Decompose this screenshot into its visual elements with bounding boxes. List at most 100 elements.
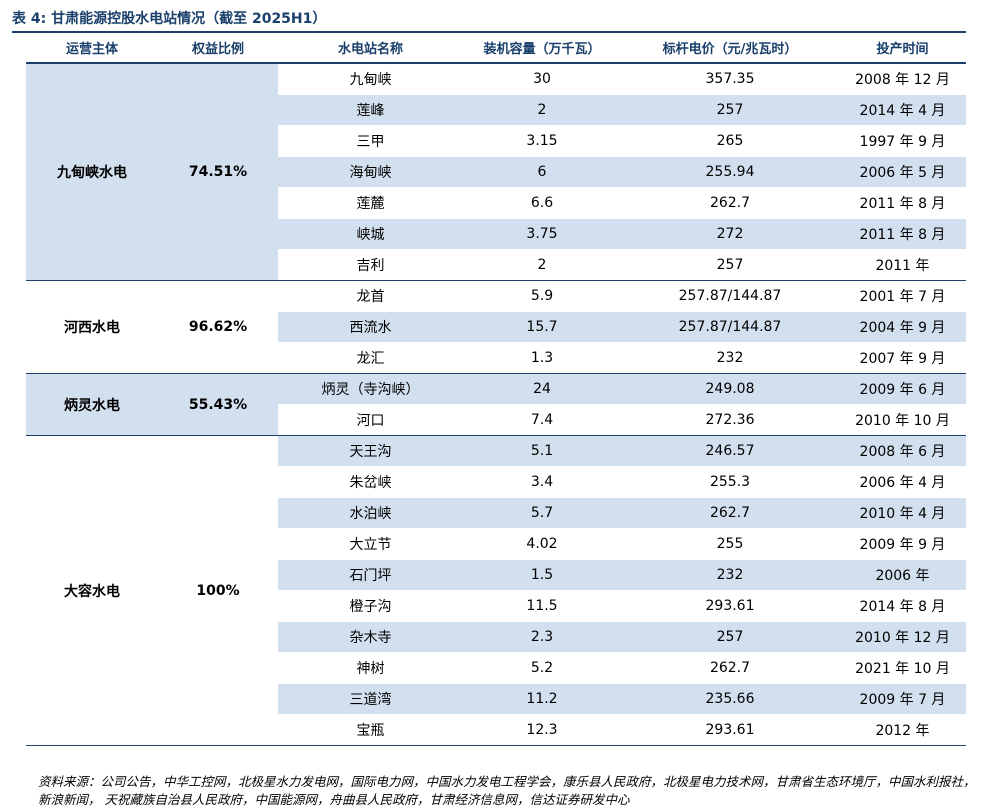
cell-station-name: 吉利 <box>278 249 463 281</box>
table-row: 三道湾 11.2 235.66 2009 年 7 月 <box>26 683 966 715</box>
cell-price: 246.57 <box>621 435 839 467</box>
cell-equity: 100% <box>158 435 278 746</box>
table-header-row: 运营主体 权益比例 水电站名称 装机容量（万千瓦） 标杆电价（元/兆瓦时） 投产… <box>26 33 966 64</box>
cell-price: 235.66 <box>621 683 839 715</box>
cell-capacity: 6 <box>463 156 621 188</box>
cell-station-name: 海甸峡 <box>278 156 463 188</box>
cell-price: 232 <box>621 342 839 374</box>
cell-start-date: 2011 年 8 月 <box>839 218 966 250</box>
cell-price: 272.36 <box>621 404 839 436</box>
cell-price: 232 <box>621 559 839 591</box>
cell-capacity: 11.5 <box>463 590 621 622</box>
cell-price: 262.7 <box>621 652 839 684</box>
cell-start-date: 2006 年 <box>839 559 966 591</box>
cell-capacity: 2 <box>463 249 621 281</box>
cell-station-name: 朱岔峡 <box>278 466 463 498</box>
cell-price: 262.7 <box>621 187 839 219</box>
cell-entity: 大容水电 <box>26 435 158 746</box>
cell-capacity: 3.4 <box>463 466 621 498</box>
cell-start-date: 1997 年 9 月 <box>839 125 966 157</box>
header-start-date: 投产时间 <box>839 33 966 64</box>
cell-station-name: 龙汇 <box>278 342 463 374</box>
table-row: 宝瓶 12.3 293.61 2012 年 <box>26 714 966 746</box>
cell-capacity: 5.7 <box>463 497 621 529</box>
cell-capacity: 6.6 <box>463 187 621 219</box>
cell-start-date: 2009 年 9 月 <box>839 528 966 560</box>
table-row: 河西水电 96.62% 龙首 5.9 257.87/144.87 2001 年 7 月 <box>26 280 966 374</box>
cell-start-date: 2011 年 8 月 <box>839 187 966 219</box>
cell-price: 257 <box>621 621 839 653</box>
table-row: 吉利 2 257 2011 年 <box>26 249 966 281</box>
cell-start-date: 2006 年 4 月 <box>839 466 966 498</box>
table-row: 神树 5.2 262.7 2021 年 10 月 <box>26 652 966 684</box>
cell-start-date: 2004 年 9 月 <box>839 311 966 343</box>
table-body: 九甸峡水电 74.51% 九甸峡 30 357.35 2008 年 12 月莲峰 2 257 2… <box>26 63 966 746</box>
cell-station-name: 宝瓶 <box>278 714 463 746</box>
cell-station-name: 大立节 <box>278 528 463 560</box>
cell-capacity: 5.1 <box>463 435 621 467</box>
cell-capacity: 1.3 <box>463 342 621 374</box>
table-row: 水泊峡 5.7 262.7 2010 年 4 月 <box>26 497 966 529</box>
cell-station-name: 峡城 <box>278 218 463 250</box>
cell-start-date: 2006 年 5 月 <box>839 156 966 188</box>
cell-start-date: 2001 年 7 月 <box>839 280 966 312</box>
cell-entity: 河西水电 <box>26 280 158 374</box>
table-row: 朱岔峡 3.4 255.3 2006 年 4 月 <box>26 466 966 498</box>
table-row: 西流水 15.7 257.87/144.87 2004 年 9 月 <box>26 311 966 343</box>
cell-equity: 96.62% <box>158 280 278 374</box>
cell-capacity: 24 <box>463 373 621 405</box>
cell-price: 293.61 <box>621 590 839 622</box>
cell-capacity: 3.15 <box>463 125 621 157</box>
table-row: 大容水电 100% 天王沟 5.1 246.57 2008 年 6 月 <box>26 435 966 746</box>
cell-capacity: 3.75 <box>463 218 621 250</box>
table-title: 表 4: 甘肃能源控股水电站情况（截至 2025H1） <box>12 11 327 27</box>
cell-equity: 55.43% <box>158 373 278 436</box>
header-station-name: 水电站名称 <box>278 33 463 64</box>
table-row: 峡城 3.75 272 2011 年 8 月 <box>26 218 966 250</box>
cell-capacity: 30 <box>463 63 621 95</box>
source-note: 资料来源：公司公告，中华工控网，北极星水力发电网，国际电力网，中国水力发电工程学… <box>38 774 976 807</box>
table-row: 三甲 3.15 265 1997 年 9 月 <box>26 125 966 157</box>
cell-price: 249.08 <box>621 373 839 405</box>
cell-price: 255.3 <box>621 466 839 498</box>
cell-start-date: 2009 年 6 月 <box>839 373 966 405</box>
cell-price: 272 <box>621 218 839 250</box>
cell-price: 257 <box>621 249 839 281</box>
table-row: 龙汇 1.3 232 2007 年 9 月 <box>26 342 966 374</box>
cell-start-date: 2009 年 7 月 <box>839 683 966 715</box>
cell-price: 257 <box>621 94 839 126</box>
cell-capacity: 11.2 <box>463 683 621 715</box>
cell-capacity: 7.4 <box>463 404 621 436</box>
table-row: 莲峰 2 257 2014 年 4 月 <box>26 94 966 126</box>
header-price: 标杆电价（元/兆瓦时） <box>621 33 839 64</box>
table-row: 河口 7.4 272.36 2010 年 10 月 <box>26 404 966 436</box>
cell-capacity: 5.9 <box>463 280 621 312</box>
header-capacity: 装机容量（万千瓦） <box>463 33 621 64</box>
cell-station-name: 莲麓 <box>278 187 463 219</box>
header-equity: 权益比例 <box>158 33 278 64</box>
cell-station-name: 龙首 <box>278 280 463 312</box>
cell-start-date: 2010 年 4 月 <box>839 497 966 529</box>
cell-station-name: 炳灵（寺沟峡） <box>278 373 463 405</box>
cell-start-date: 2011 年 <box>839 249 966 281</box>
cell-station-name: 水泊峡 <box>278 497 463 529</box>
cell-capacity: 1.5 <box>463 559 621 591</box>
cell-start-date: 2014 年 4 月 <box>839 94 966 126</box>
table-row: 石门坪 1.5 232 2006 年 <box>26 559 966 591</box>
table-row: 九甸峡水电 74.51% 九甸峡 30 357.35 2008 年 12 月 <box>26 63 966 281</box>
cell-price: 255.94 <box>621 156 839 188</box>
cell-price: 262.7 <box>621 497 839 529</box>
cell-station-name: 三道湾 <box>278 683 463 715</box>
cell-start-date: 2008 年 6 月 <box>839 435 966 467</box>
cell-capacity: 2 <box>463 94 621 126</box>
cell-station-name: 三甲 <box>278 125 463 157</box>
table-row: 橙子沟 11.5 293.61 2014 年 8 月 <box>26 590 966 622</box>
cell-start-date: 2014 年 8 月 <box>839 590 966 622</box>
hydropower-stations-table: 运营主体 权益比例 水电站名称 装机容量（万千瓦） 标杆电价（元/兆瓦时） 投产… <box>26 33 966 746</box>
cell-price: 265 <box>621 125 839 157</box>
cell-capacity: 5.2 <box>463 652 621 684</box>
cell-station-name: 河口 <box>278 404 463 436</box>
cell-capacity: 15.7 <box>463 311 621 343</box>
cell-start-date: 2021 年 10 月 <box>839 652 966 684</box>
cell-station-name: 杂木寺 <box>278 621 463 653</box>
